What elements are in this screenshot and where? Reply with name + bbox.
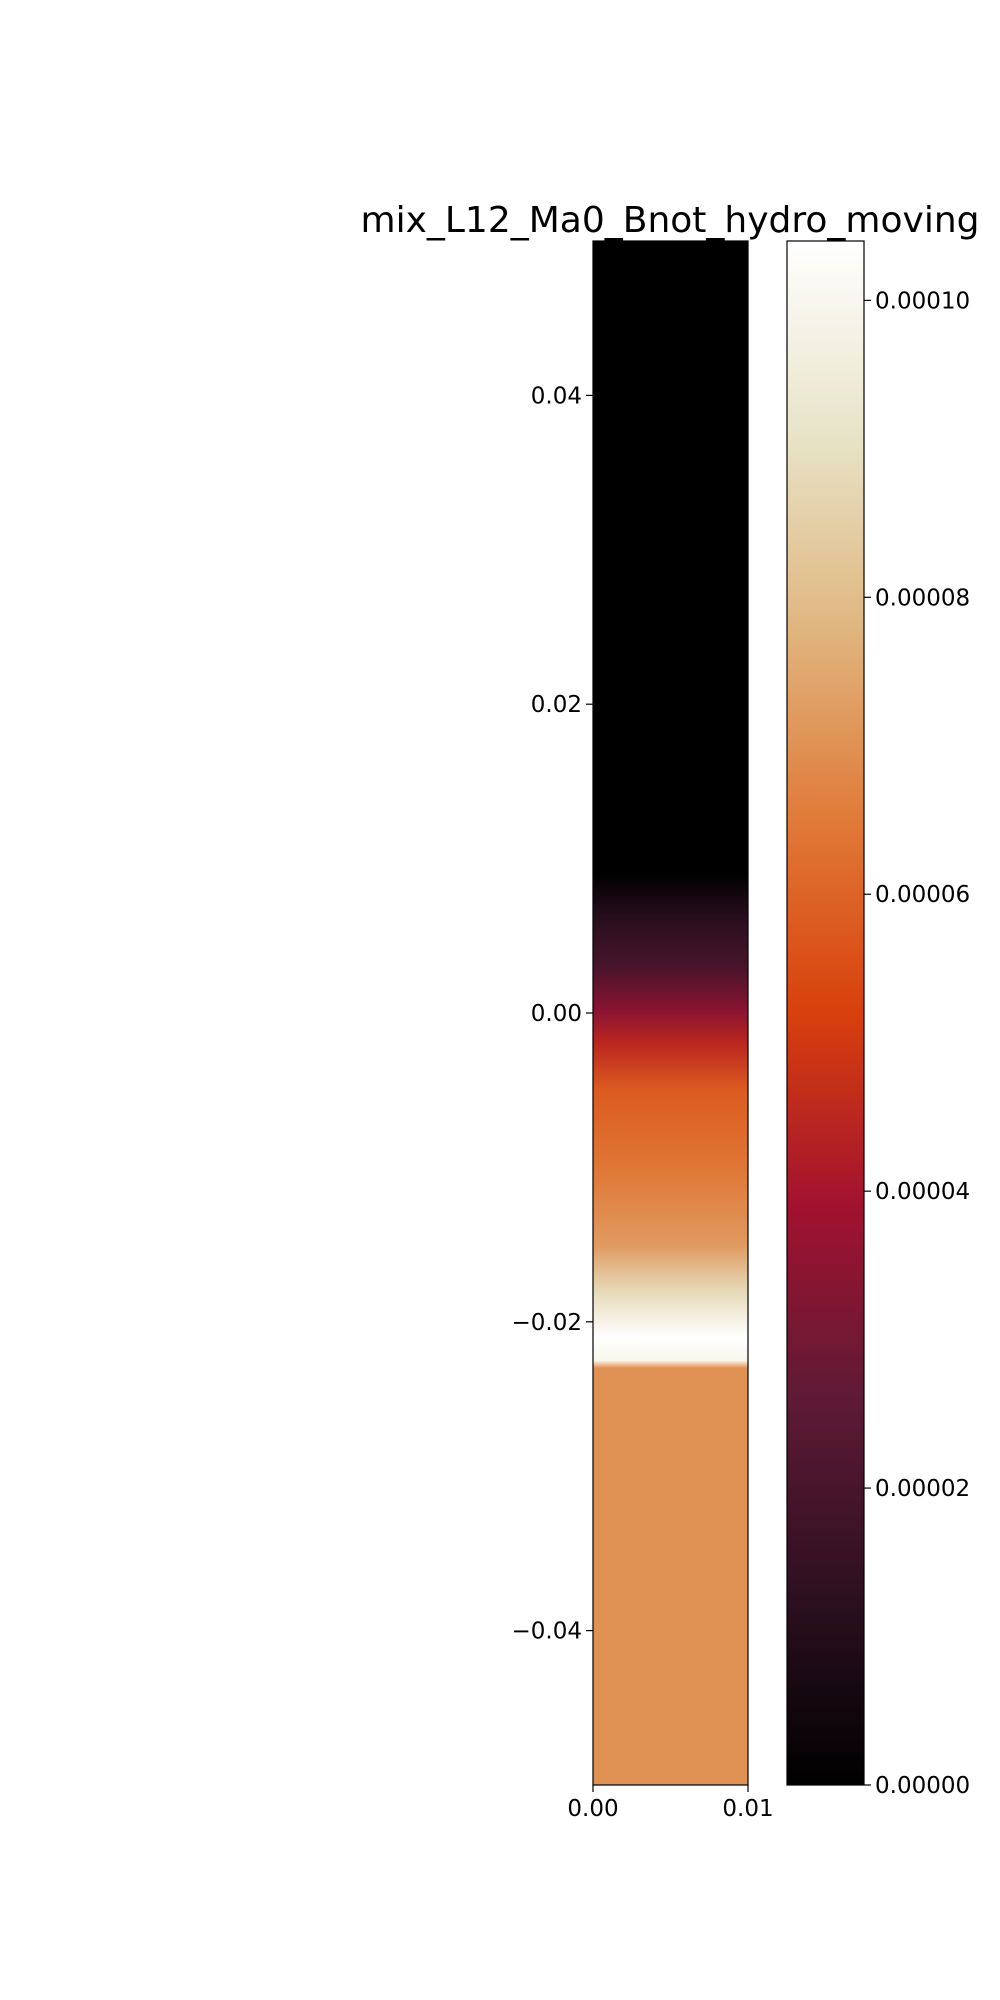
colorbar-tick-label: 0.00000 [875,1773,970,1799]
x-tick-label: 0.01 [722,1796,773,1822]
colorbar-gradient [787,241,864,1785]
colorbar-tick-label: 0.00004 [875,1179,970,1205]
colorbar-tick-label: 0.00010 [875,288,970,314]
colorbar-tick-label: 0.00006 [875,882,970,908]
chart-title: mix_L12_Ma0_Bnot_hydro_moving [361,200,980,241]
y-tick-label: −0.02 [512,1310,582,1336]
y-tick-label: −0.04 [512,1619,582,1645]
x-tick-label: 0.00 [567,1796,618,1822]
heatmap-field [593,241,748,1785]
x-axis-ticks: 0.00 0.01 [567,1785,774,1822]
colorbar-ticks: 0.00000 0.00002 0.00004 0.00006 0.00008 0.000… [864,288,970,1799]
main-axes: 0.04 0.02 0.00 −0.02 −0.04 0.00 0.01 [512,240,774,1822]
colorbar-tick-label: 0.00002 [875,1476,970,1502]
colorbar-tick-label: 0.00008 [875,585,970,611]
y-tick-label: 0.00 [531,1001,582,1027]
y-axis-ticks: 0.04 0.02 0.00 −0.02 −0.04 [512,383,593,1645]
y-tick-label: 0.02 [531,692,582,718]
y-tick-label: 0.04 [531,383,582,409]
colorbar: 0.00000 0.00002 0.00004 0.00006 0.00008 0.000… [786,240,970,1799]
colorbar-frame [786,240,865,1786]
